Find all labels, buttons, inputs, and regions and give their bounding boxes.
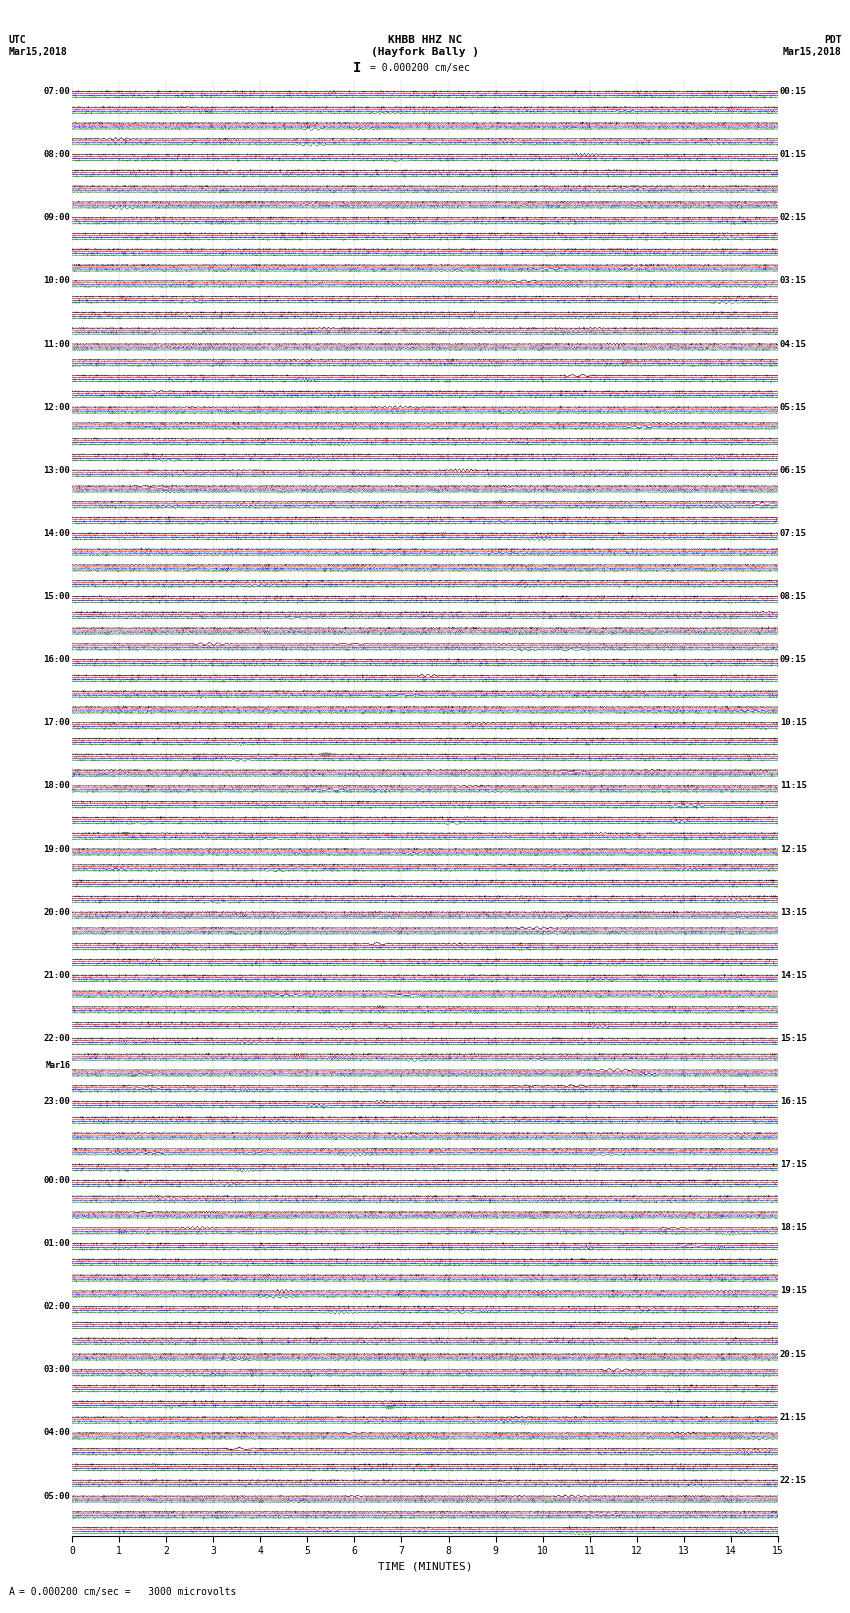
Text: 05:15: 05:15 <box>779 403 807 411</box>
Text: 10:00: 10:00 <box>43 276 71 286</box>
Text: 12:15: 12:15 <box>779 845 807 853</box>
Text: 01:00: 01:00 <box>43 1239 71 1248</box>
Text: 06:15: 06:15 <box>779 466 807 474</box>
Text: 01:15: 01:15 <box>779 150 807 160</box>
Text: 04:15: 04:15 <box>779 339 807 348</box>
Text: 21:15: 21:15 <box>779 1413 807 1421</box>
Text: 14:15: 14:15 <box>779 971 807 979</box>
Text: 17:00: 17:00 <box>43 718 71 727</box>
Text: 23:00: 23:00 <box>43 1097 71 1107</box>
Text: 04:00: 04:00 <box>43 1429 71 1437</box>
Text: 16:15: 16:15 <box>779 1097 807 1107</box>
Text: 03:15: 03:15 <box>779 276 807 286</box>
Text: 13:00: 13:00 <box>43 466 71 474</box>
Text: 19:15: 19:15 <box>779 1287 807 1295</box>
Text: 02:00: 02:00 <box>43 1302 71 1311</box>
Text: 02:15: 02:15 <box>779 213 807 223</box>
Text: Mar16: Mar16 <box>45 1061 71 1069</box>
Text: 16:00: 16:00 <box>43 655 71 665</box>
Text: 12:00: 12:00 <box>43 403 71 411</box>
Text: PDT
Mar15,2018: PDT Mar15,2018 <box>783 35 842 56</box>
Text: 15:00: 15:00 <box>43 592 71 602</box>
Text: 07:15: 07:15 <box>779 529 807 537</box>
Text: 13:15: 13:15 <box>779 908 807 916</box>
Text: UTC
Mar15,2018: UTC Mar15,2018 <box>8 35 67 56</box>
Text: 15:15: 15:15 <box>779 1034 807 1044</box>
Text: A: A <box>8 1587 14 1597</box>
Text: 08:15: 08:15 <box>779 592 807 602</box>
Text: 18:00: 18:00 <box>43 781 71 790</box>
Text: 22:00: 22:00 <box>43 1034 71 1044</box>
Text: 20:00: 20:00 <box>43 908 71 916</box>
Text: 18:15: 18:15 <box>779 1223 807 1232</box>
Text: 21:00: 21:00 <box>43 971 71 979</box>
Text: 22:15: 22:15 <box>779 1476 807 1486</box>
Text: 09:15: 09:15 <box>779 655 807 665</box>
Text: = 0.000200 cm/sec =   3000 microvolts: = 0.000200 cm/sec = 3000 microvolts <box>19 1587 236 1597</box>
Text: 20:15: 20:15 <box>779 1350 807 1358</box>
Text: 14:00: 14:00 <box>43 529 71 537</box>
Text: KHBB HHZ NC
(Hayfork Bally ): KHBB HHZ NC (Hayfork Bally ) <box>371 35 479 56</box>
Text: 05:00: 05:00 <box>43 1492 71 1500</box>
Text: 03:00: 03:00 <box>43 1365 71 1374</box>
Text: 10:15: 10:15 <box>779 718 807 727</box>
Text: 17:15: 17:15 <box>779 1160 807 1169</box>
Text: 00:00: 00:00 <box>43 1176 71 1186</box>
Text: 08:00: 08:00 <box>43 150 71 160</box>
Text: 09:00: 09:00 <box>43 213 71 223</box>
Text: 19:00: 19:00 <box>43 845 71 853</box>
X-axis label: TIME (MINUTES): TIME (MINUTES) <box>377 1561 473 1571</box>
Text: 11:00: 11:00 <box>43 339 71 348</box>
Text: = 0.000200 cm/sec: = 0.000200 cm/sec <box>370 63 469 73</box>
Text: I: I <box>353 61 361 76</box>
Text: 07:00: 07:00 <box>43 87 71 97</box>
Text: 11:15: 11:15 <box>779 781 807 790</box>
Text: 00:15: 00:15 <box>779 87 807 97</box>
